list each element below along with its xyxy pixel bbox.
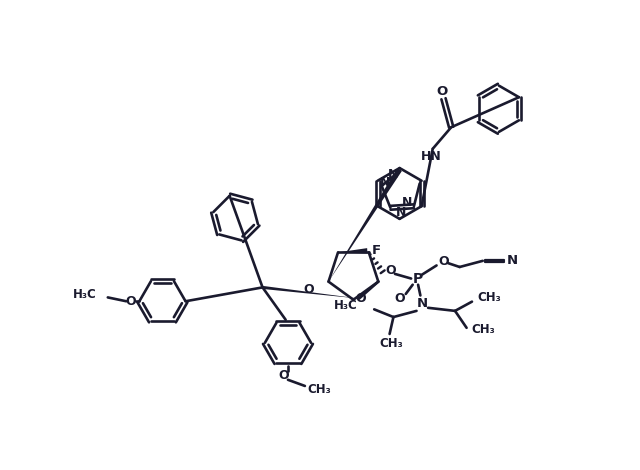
Text: O: O: [436, 85, 447, 98]
Text: N: N: [388, 168, 399, 180]
Text: O: O: [125, 295, 136, 308]
Text: HN: HN: [421, 150, 442, 163]
Text: O: O: [438, 255, 449, 268]
Text: O: O: [394, 292, 405, 305]
Text: O: O: [385, 264, 396, 277]
Polygon shape: [262, 286, 359, 298]
Text: P: P: [413, 272, 423, 286]
Text: O: O: [303, 282, 314, 296]
Text: H₃C: H₃C: [333, 299, 357, 312]
Text: N: N: [417, 298, 428, 311]
Text: O: O: [278, 368, 289, 382]
Text: CH₃: CH₃: [477, 291, 500, 304]
Text: F: F: [372, 244, 381, 257]
Text: CH₃: CH₃: [472, 323, 495, 336]
Text: N: N: [508, 254, 518, 267]
Text: CH₃: CH₃: [380, 337, 403, 351]
Polygon shape: [328, 168, 402, 282]
Polygon shape: [338, 248, 367, 253]
Text: N: N: [380, 176, 390, 189]
Text: H₃C: H₃C: [73, 288, 97, 301]
Text: CH₃: CH₃: [307, 383, 331, 396]
Text: N: N: [402, 196, 412, 209]
Text: O: O: [356, 292, 367, 305]
Text: N: N: [396, 206, 406, 219]
